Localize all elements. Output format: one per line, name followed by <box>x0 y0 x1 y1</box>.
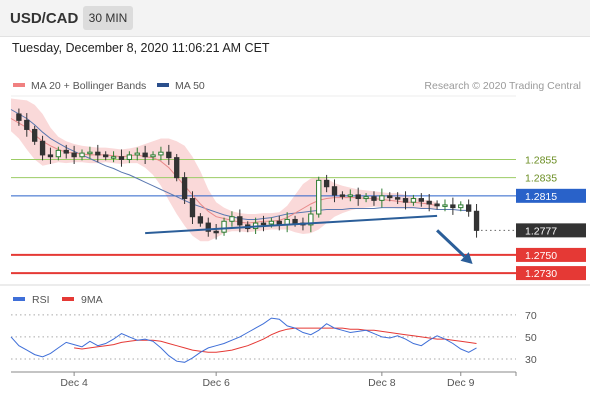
level-label-bg <box>516 223 586 238</box>
candle-body <box>268 220 275 225</box>
candle-body <box>434 203 440 207</box>
rsi-legend-swatch <box>13 297 25 301</box>
candle-body <box>32 128 38 142</box>
candle-body <box>442 204 448 207</box>
candle-body <box>260 222 267 226</box>
level-label: 1.2815 <box>525 191 557 203</box>
symbol-label: USD/CAD <box>10 10 79 27</box>
candle-body <box>458 204 464 209</box>
candle-body <box>308 213 314 226</box>
level-label: 1.2777 <box>525 225 557 237</box>
candle-body <box>63 149 69 154</box>
candle-body <box>24 119 30 130</box>
candle-body <box>418 198 424 202</box>
projection-arrow-head <box>460 252 473 264</box>
candle-body <box>134 152 140 156</box>
x-tick-label: Dec 9 <box>447 377 475 389</box>
candle-body <box>465 204 472 212</box>
candle-body <box>205 222 211 232</box>
candle-body <box>237 216 243 226</box>
candle-body <box>16 113 22 121</box>
candle-body <box>426 200 432 205</box>
legend-ma20: MA 20 + Bollinger Bands <box>13 80 146 92</box>
rsi-ma-legend-swatch <box>62 297 74 301</box>
candle-body <box>323 179 330 188</box>
projection-arrow-shaft <box>436 229 466 258</box>
candle-body <box>55 149 62 158</box>
candle-body <box>150 154 156 158</box>
candle-body <box>229 216 235 222</box>
candle-body <box>410 198 417 203</box>
rsi-legend-label: RSI <box>32 294 50 306</box>
credit-text: Research © 2020 Trading Central <box>424 80 581 92</box>
candle-body <box>126 154 133 160</box>
rsi-ma-legend-label: 9MA <box>81 294 103 306</box>
candle-body <box>181 177 188 200</box>
legend-ma50: MA 50 <box>157 80 205 92</box>
bollinger-band <box>11 98 438 242</box>
candle-body <box>118 156 125 160</box>
chart-header: USD/CAD 30 MIN <box>0 0 590 37</box>
level-label: 1.2730 <box>525 268 557 280</box>
level-label: 1.2835 <box>525 173 557 185</box>
rsi-line <box>10 317 477 363</box>
interval-button[interactable]: 30 MIN <box>83 6 133 30</box>
rsi-ma-line <box>74 327 477 353</box>
candle-body <box>292 218 298 224</box>
candle-body <box>197 216 204 224</box>
candle-body <box>39 140 46 156</box>
level-label-bg <box>516 266 586 281</box>
ma20-line <box>10 118 438 224</box>
support-trendline <box>145 214 438 235</box>
rsi-tick-label: 70 <box>525 310 537 322</box>
ma50-swatch <box>157 83 169 88</box>
candle-body <box>189 198 196 218</box>
candle-body <box>355 194 361 200</box>
legend-ma50-label: MA 50 <box>175 80 205 92</box>
candle-body <box>363 196 369 200</box>
candle-body <box>79 152 85 158</box>
candle-body <box>213 230 219 234</box>
candle-body <box>71 152 77 158</box>
x-tick-label: Dec 6 <box>202 377 230 389</box>
candle-body <box>166 151 172 159</box>
candle-body <box>174 157 180 179</box>
candle-body <box>47 154 54 158</box>
candle-body <box>402 198 409 203</box>
level-label-bg <box>516 188 586 203</box>
candle-body <box>394 197 401 200</box>
timestamp: Tuesday, December 8, 2020 11:06:21 AM CE… <box>12 41 270 55</box>
candle-body <box>95 151 101 156</box>
candle-body <box>473 210 480 231</box>
level-label: 1.2855 <box>525 154 557 166</box>
candle-body <box>347 194 353 197</box>
candle-body <box>387 195 393 199</box>
x-tick-label: Dec 4 <box>60 377 88 389</box>
ma20-swatch <box>13 83 25 88</box>
candle-body <box>87 151 93 155</box>
rsi-tick-label: 30 <box>525 354 537 366</box>
candle-body <box>103 154 109 158</box>
candle-body <box>221 220 227 233</box>
candle-body <box>331 186 338 196</box>
candle-body <box>339 194 346 197</box>
rsi-tick-label: 50 <box>525 332 537 344</box>
candle-body <box>450 204 456 209</box>
candle-body <box>158 151 164 156</box>
candle-body <box>316 179 322 215</box>
candle-body <box>142 152 148 158</box>
legend-ma20-label: MA 20 + Bollinger Bands <box>31 80 147 92</box>
candle-body <box>379 195 385 201</box>
x-tick-label: Dec 8 <box>368 377 396 389</box>
candle-body <box>371 196 377 201</box>
level-label: 1.2750 <box>525 250 557 262</box>
level-label-bg <box>516 247 586 262</box>
candle-body <box>110 156 117 159</box>
